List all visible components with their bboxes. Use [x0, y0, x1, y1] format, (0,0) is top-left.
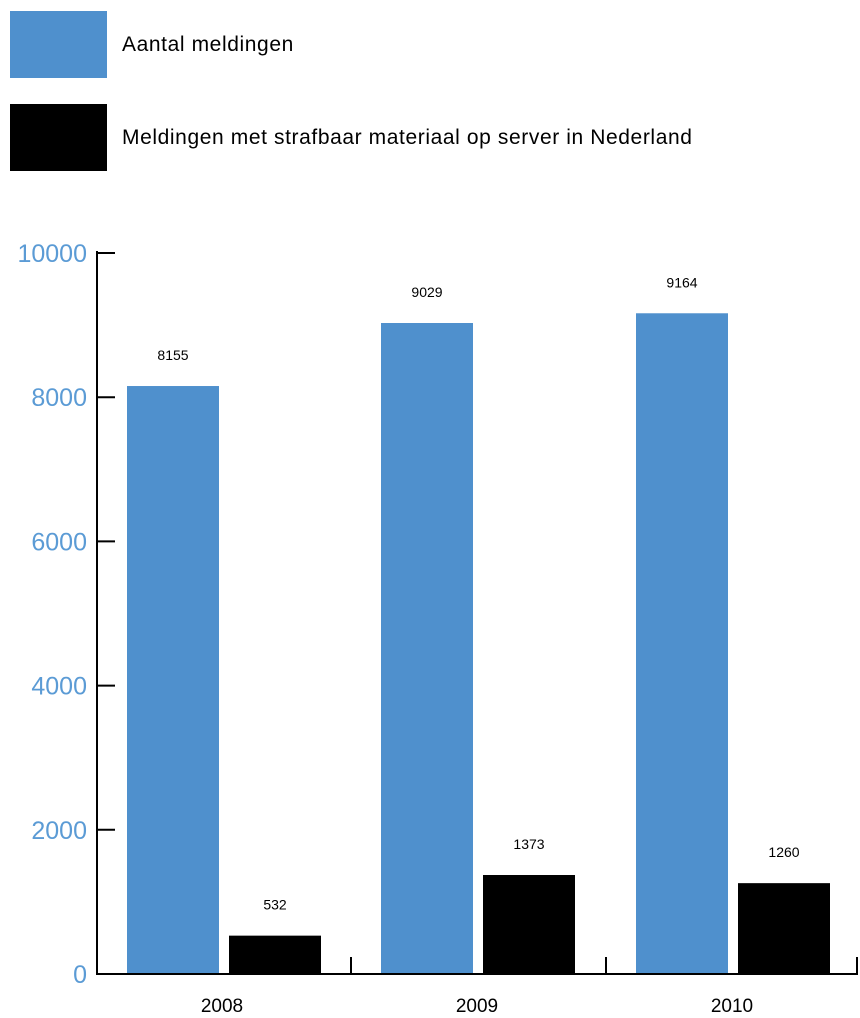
bar-2008-series-1 [229, 935, 321, 974]
y-tick-label-4000: 4000 [31, 673, 87, 701]
legend-label-aantal-meldingen: Aantal meldingen [122, 32, 294, 56]
y-tick-label-0: 0 [73, 961, 87, 989]
data-label-2010-series-0: 9164 [666, 274, 697, 290]
legend-item-aantal-meldingen: Aantal meldingen [10, 11, 294, 78]
y-tick-label-6000: 6000 [31, 528, 87, 556]
data-label-2008-series-0: 8155 [157, 347, 188, 363]
bar-2008-series-0 [127, 386, 219, 974]
x-tick-label-2008: 2008 [201, 996, 243, 1017]
legend-item-strafbaar-materiaal: Meldingen met strafbaar materiaal op ser… [10, 104, 693, 171]
legend-swatch-black [10, 104, 107, 171]
legend-label-strafbaar-materiaal: Meldingen met strafbaar materiaal op ser… [122, 125, 693, 149]
data-label-2008-series-1: 532 [263, 897, 287, 913]
bar-2009-series-1 [483, 875, 575, 974]
y-tick-label-8000: 8000 [31, 384, 87, 412]
x-tick-label-2009: 2009 [456, 996, 498, 1017]
bar-2010-series-1 [738, 883, 830, 974]
bar-2009-series-0 [381, 323, 473, 974]
x-tick-label-2010: 2010 [711, 996, 753, 1017]
data-label-2009-series-1: 1373 [513, 836, 544, 852]
legend-swatch-blue [10, 11, 107, 78]
data-label-2009-series-0: 9029 [411, 284, 442, 300]
bar-2010-series-0 [636, 313, 728, 974]
y-tick-label-10000: 10000 [17, 240, 87, 268]
y-tick-label-2000: 2000 [31, 817, 87, 845]
data-label-2010-series-1: 1260 [768, 844, 799, 860]
